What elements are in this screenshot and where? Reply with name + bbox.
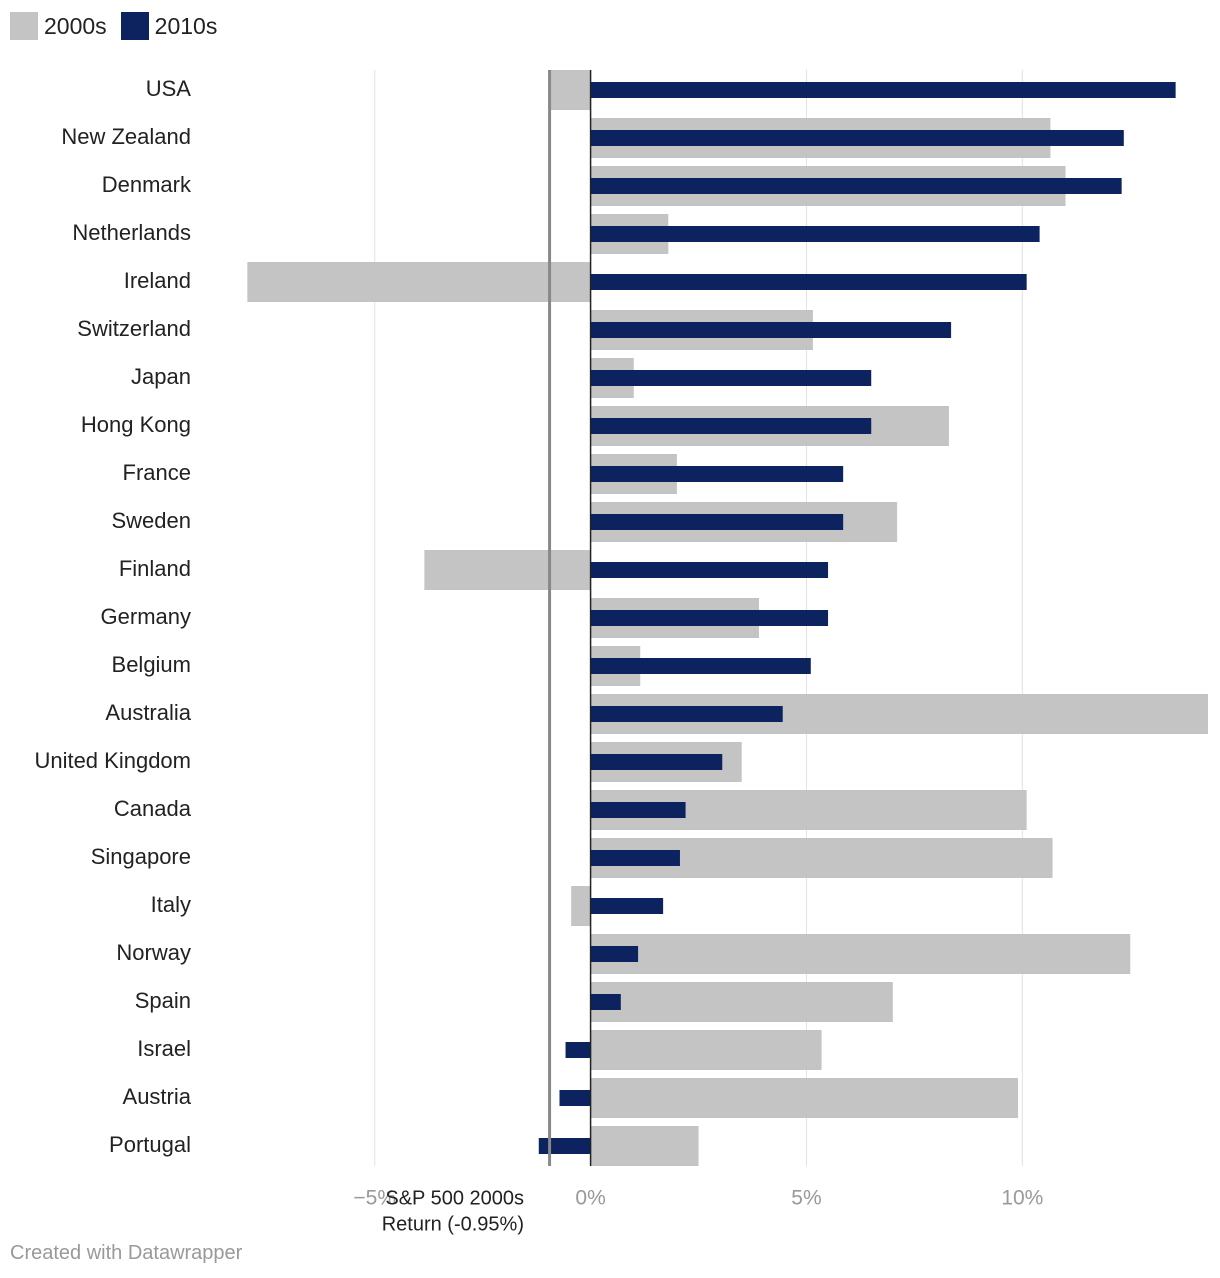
bar-2000s-21[interactable] <box>590 1078 1019 1118</box>
row-label-2: Denmark <box>102 172 192 197</box>
x-tick-label-1: 0% <box>575 1187 605 1210</box>
bar-2010s-20[interactable] <box>565 1042 591 1058</box>
bar-2010s-15[interactable] <box>590 802 686 818</box>
bar-2000s-19[interactable] <box>590 982 893 1022</box>
bar-2010s-1[interactable] <box>590 130 1124 146</box>
row-label-16: Singapore <box>91 844 191 869</box>
row-label-0: USA <box>146 76 192 101</box>
row-label-11: Germany <box>101 604 191 629</box>
bar-2010s-18[interactable] <box>590 946 639 962</box>
row-label-12: Belgium <box>112 652 191 677</box>
bar-2010s-3[interactable] <box>590 226 1040 242</box>
legend-item-2010s[interactable]: 2010s <box>120 12 218 40</box>
bar-2010s-7[interactable] <box>590 418 872 434</box>
bar-2010s-19[interactable] <box>590 994 621 1010</box>
row-label-21: Austria <box>123 1084 192 1109</box>
row-label-20: Israel <box>137 1036 191 1061</box>
row-label-7: Hong Kong <box>81 412 191 437</box>
x-tick-label-2: 5% <box>791 1187 821 1210</box>
row-label-22: Portugal <box>109 1132 191 1157</box>
bar-2010s-16[interactable] <box>590 850 680 866</box>
row-label-17: Italy <box>151 892 191 917</box>
row-label-8: France <box>123 460 191 485</box>
x-tick-label-3: 10% <box>1001 1187 1043 1210</box>
reference-label-line2: Return (-0.95%) <box>382 1213 524 1235</box>
row-label-9: Sweden <box>111 508 191 533</box>
bar-2000s-0[interactable] <box>549 70 591 110</box>
legend-swatch-2010s <box>120 12 149 40</box>
legend-item-2000s[interactable]: 2000s <box>10 12 107 40</box>
bar-2010s-14[interactable] <box>590 754 723 770</box>
row-label-14: United Kingdom <box>34 748 191 773</box>
bar-2000s-22[interactable] <box>590 1126 699 1166</box>
legend-swatch-2000s <box>10 12 38 40</box>
row-label-13: Australia <box>105 700 191 725</box>
bar-2000s-4[interactable] <box>247 262 591 302</box>
legend-label-2010s: 2010s <box>154 12 218 39</box>
bar-2010s-0[interactable] <box>590 82 1176 98</box>
bar-2000s-10[interactable] <box>424 550 591 590</box>
row-label-4: Ireland <box>124 268 191 293</box>
bar-2010s-9[interactable] <box>590 514 844 530</box>
row-label-18: Norway <box>116 940 191 965</box>
bar-2010s-21[interactable] <box>559 1090 591 1106</box>
x-tick-label-0: −5% <box>353 1187 396 1210</box>
bar-2000s-18[interactable] <box>590 934 1131 974</box>
bar-2010s-17[interactable] <box>590 898 664 914</box>
bar-2010s-12[interactable] <box>590 658 811 674</box>
bar-2010s-22[interactable] <box>538 1138 591 1154</box>
row-label-5: Switzerland <box>77 316 191 341</box>
reference-label-line1: S&P 500 2000s <box>385 1187 524 1209</box>
row-label-3: Netherlands <box>72 220 191 245</box>
legend-label-2000s: 2000s <box>44 12 107 39</box>
footer-credit: Created with Datawrapper <box>10 1242 243 1264</box>
legend: 2000s 2010s <box>10 12 217 40</box>
row-label-15: Canada <box>114 796 192 821</box>
row-label-1: New Zealand <box>61 124 191 149</box>
bar-2010s-11[interactable] <box>590 610 829 626</box>
row-label-19: Spain <box>135 988 191 1013</box>
bar-2000s-17[interactable] <box>571 886 591 926</box>
bar-2010s-6[interactable] <box>590 370 872 386</box>
bar-2010s-5[interactable] <box>590 322 952 338</box>
bar-2010s-13[interactable] <box>590 706 783 722</box>
bar-2010s-2[interactable] <box>590 178 1122 194</box>
bar-2010s-8[interactable] <box>590 466 844 482</box>
bar-2010s-4[interactable] <box>590 274 1027 290</box>
row-label-10: Finland <box>119 556 191 581</box>
row-label-6: Japan <box>131 364 191 389</box>
bar-2000s-20[interactable] <box>590 1030 822 1070</box>
bar-2010s-10[interactable] <box>590 562 829 578</box>
